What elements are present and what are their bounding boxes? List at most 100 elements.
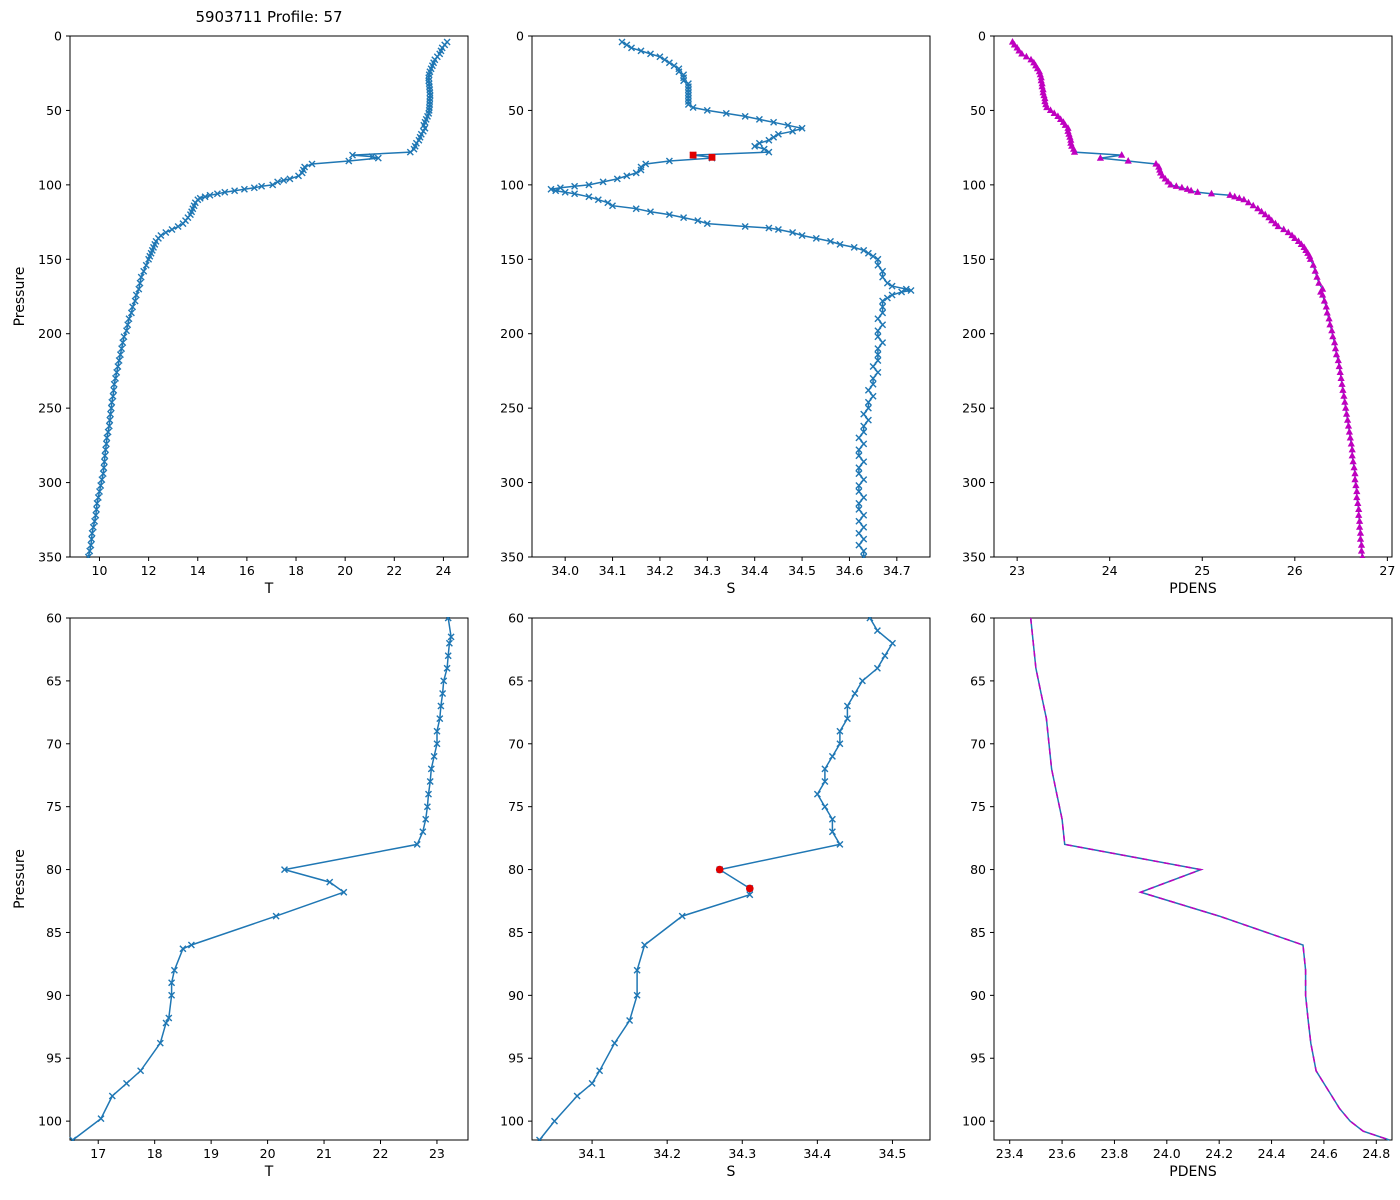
- x-marker: [536, 1136, 543, 1141]
- y-tick-label: 100: [962, 1114, 986, 1129]
- triangle-marker: [1356, 529, 1365, 536]
- triangle-marker: [1348, 451, 1356, 459]
- x-marker: [604, 199, 612, 207]
- temperature-line: [87, 41, 448, 558]
- triangle-marker: [1334, 356, 1342, 364]
- x-marker: [97, 482, 105, 489]
- y-tick-label: 50: [46, 103, 62, 118]
- x-marker: [907, 287, 915, 294]
- x-marker: [168, 991, 176, 999]
- x-marker: [888, 282, 896, 290]
- x-axis-label: S: [727, 1164, 736, 1180]
- x-marker: [426, 778, 434, 785]
- x-marker: [100, 464, 108, 472]
- x-marker: [637, 47, 645, 55]
- x-tick-label: 21: [316, 1146, 332, 1161]
- x-marker: [722, 109, 730, 117]
- y-tick-label: 100: [38, 177, 62, 192]
- triangle-marker: [1325, 314, 1333, 322]
- x-marker: [874, 357, 882, 364]
- x-marker: [444, 617, 452, 622]
- x-marker: [850, 243, 858, 251]
- y-tick-label: 65: [46, 673, 62, 688]
- triangle-marker: [1326, 320, 1334, 328]
- triangle-marker: [1340, 392, 1348, 399]
- x-marker: [770, 118, 778, 126]
- y-tick-label: 250: [500, 401, 524, 416]
- x-tick-label: 23: [1009, 563, 1025, 578]
- triangle-marker: [1353, 487, 1361, 495]
- salinity-zoom-markers: [536, 617, 896, 1141]
- x-marker: [91, 517, 99, 525]
- x-marker: [812, 234, 820, 242]
- x-marker: [828, 815, 836, 823]
- x-marker: [623, 172, 631, 180]
- axes-frame: [69, 617, 469, 1141]
- x-marker: [444, 652, 452, 660]
- x-marker: [836, 727, 844, 735]
- x-marker: [108, 1092, 116, 1100]
- x-marker: [855, 505, 863, 513]
- x-tick-label: 24.6: [1310, 1146, 1338, 1161]
- triangle-marker: [1336, 368, 1344, 375]
- y-tick-label: 75: [970, 799, 986, 814]
- y-tick-label: 80: [970, 862, 986, 877]
- x-marker: [633, 991, 641, 999]
- x-tick-label: 34.0: [551, 563, 579, 578]
- subplot-temperature-zoom: 17 18 19 20 21 22 23 60 65 70 75 80 85 90 95 100 T Pressu…: [12, 611, 469, 1180]
- triangle-marker: [1235, 194, 1243, 201]
- x-marker: [680, 77, 688, 85]
- x-marker: [684, 86, 692, 94]
- y-tick-label: 65: [508, 673, 524, 688]
- x-marker: [269, 181, 277, 189]
- x-tick-label: 10: [92, 563, 108, 578]
- x-marker: [765, 224, 773, 232]
- x-marker: [855, 529, 863, 537]
- x-marker: [879, 321, 887, 329]
- x-marker: [879, 273, 887, 281]
- x-marker: [123, 327, 130, 335]
- x-marker: [864, 398, 872, 406]
- y-tick-label: 50: [970, 103, 986, 118]
- y-tick-label: 75: [46, 799, 62, 814]
- triangle-marker: [1240, 195, 1248, 203]
- x-marker: [561, 188, 569, 196]
- x-marker: [552, 187, 560, 195]
- x-marker: [770, 133, 778, 141]
- x-marker: [84, 553, 92, 558]
- axes-frame: [993, 617, 1393, 1141]
- x-marker: [368, 153, 376, 161]
- x-marker: [741, 112, 749, 120]
- axes-frame: [531, 617, 931, 1141]
- triangle-marker: [1351, 469, 1359, 477]
- x-marker: [860, 422, 868, 430]
- x-marker: [665, 211, 673, 219]
- y-tick-label: 0: [516, 29, 524, 44]
- x-marker: [100, 458, 108, 466]
- x-marker: [689, 104, 697, 111]
- x-marker: [873, 627, 881, 635]
- triangle-marker: [1353, 493, 1361, 501]
- x-tick-label: 18: [288, 563, 304, 578]
- x-marker: [426, 98, 434, 105]
- x-marker: [206, 191, 214, 199]
- triangle-marker: [1167, 180, 1175, 188]
- axes-frame: [531, 35, 931, 558]
- y-tick-label: 250: [38, 401, 62, 416]
- x-marker: [258, 182, 266, 190]
- x-marker: [221, 188, 229, 196]
- triangle-marker: [1261, 210, 1269, 218]
- triangle-marker: [1323, 308, 1331, 316]
- x-marker: [571, 190, 579, 198]
- x-marker: [104, 428, 112, 436]
- pdens-zoom-line: [1029, 617, 1390, 1141]
- x-marker: [873, 664, 881, 672]
- x-marker: [585, 193, 593, 201]
- x-marker: [864, 416, 872, 424]
- x-tick-label: 34.2: [646, 563, 674, 578]
- x-marker: [860, 440, 868, 448]
- axes-frame: [993, 35, 1393, 558]
- x-marker: [860, 410, 868, 418]
- x-marker: [774, 226, 782, 233]
